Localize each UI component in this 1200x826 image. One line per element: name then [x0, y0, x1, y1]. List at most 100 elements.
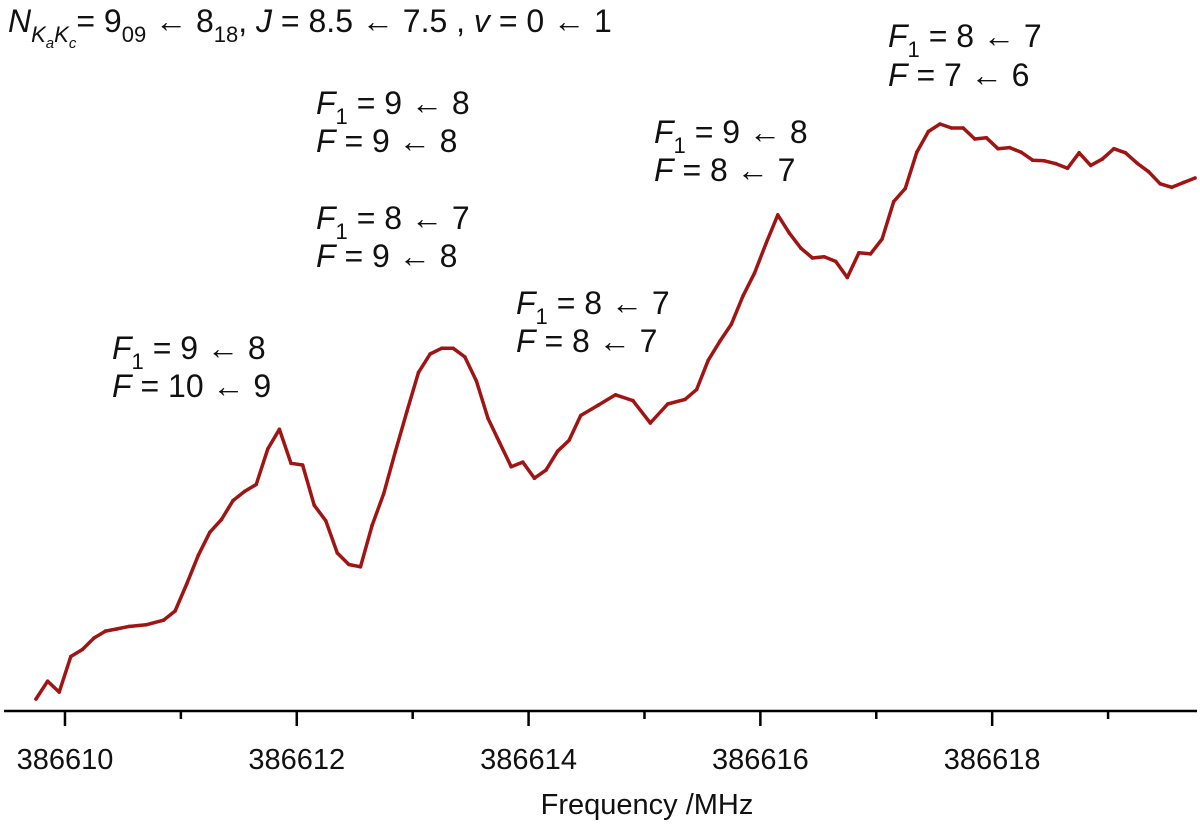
data-point: [1123, 151, 1128, 155]
data-point: [1181, 180, 1186, 185]
data-point: [277, 427, 282, 432]
data-point: [532, 476, 537, 481]
data-point: [1042, 159, 1047, 163]
data-point: [996, 146, 1000, 151]
x-tick-label: 386610: [17, 744, 114, 776]
data-point: [787, 231, 792, 235]
header-n-upper-sub: 09: [122, 22, 146, 47]
data-point: [880, 237, 884, 241]
data-point: [80, 647, 85, 652]
data-point: [335, 551, 340, 555]
header-v: v: [474, 3, 492, 39]
data-point: [729, 322, 734, 326]
data-point: [631, 398, 635, 403]
data-point: [324, 519, 328, 523]
annotation-1-line-2: F = 10 ← 9: [112, 368, 271, 404]
data-point: [741, 294, 745, 298]
data-point: [938, 122, 942, 126]
annotation-1-line-1: F1 = 9 ← 8: [112, 330, 266, 374]
data-point: [196, 553, 201, 558]
data-point: [405, 409, 409, 414]
data-point: [833, 259, 838, 264]
transition-header: NKaKc= 909 ← 818, J = 8.5 ← 7.5 , v = 0 …: [8, 3, 612, 52]
annotation-6-line-2: F = 7 ← 6: [888, 57, 1029, 93]
annotation-5-line-1: F1 = 9 ← 8: [654, 114, 808, 158]
x-tick-label: 386616: [712, 744, 809, 776]
data-point: [266, 447, 270, 451]
x-tick-label: 386612: [248, 744, 345, 776]
x-axis: 386610 386612 386614 386616 386618: [4, 709, 1197, 776]
data-point: [903, 186, 908, 191]
data-point: [289, 461, 293, 466]
data-point: [613, 393, 618, 397]
data-point: [845, 275, 850, 280]
data-point: [1054, 161, 1058, 166]
data-point: [219, 517, 224, 522]
data-point: [1158, 182, 1162, 186]
header-j-value: = 8.5 ← 7.5 ,: [272, 3, 474, 39]
data-point: [1135, 161, 1139, 165]
data-point: [578, 413, 583, 418]
annotation-peak-5: F1 = 9 ← 8 F = 8 ← 7: [654, 114, 808, 188]
annotation-peak-4: F1 = 8 ← 7 F = 8 ← 7: [516, 285, 670, 359]
header-sub-kc: K: [54, 22, 70, 47]
data-point: [891, 199, 896, 204]
data-point: [509, 464, 513, 469]
data-point: [1170, 185, 1174, 190]
data-point: [555, 449, 560, 454]
data-point: [347, 562, 351, 567]
data-point: [393, 450, 398, 454]
annotation-3-line-2: F = 9 ← 8: [316, 238, 457, 274]
data-point: [69, 654, 73, 659]
data-point: [208, 530, 212, 535]
data-point: [1100, 157, 1105, 161]
x-tick-label: 386614: [480, 744, 577, 776]
annotation-peak-2: F1 = 9 ← 8 F = 9 ← 8: [316, 85, 470, 159]
data-point: [416, 370, 421, 375]
header-sub-c: c: [69, 35, 77, 52]
data-point: [984, 136, 989, 140]
annotation-2-line-1: F1 = 9 ← 8: [316, 85, 470, 129]
annotation-peak-1: F1 = 9 ← 8 F = 10 ← 9: [112, 330, 271, 404]
data-point: [358, 565, 363, 569]
data-point: [822, 254, 826, 259]
header-arrow1: ← 8: [146, 3, 214, 39]
header-sub-a: a: [46, 35, 54, 52]
data-point: [300, 463, 305, 467]
data-point: [34, 697, 38, 701]
data-point: [45, 679, 50, 683]
data-point: [312, 503, 317, 508]
annotation-4-line-1: F1 = 8 ← 7: [516, 285, 670, 329]
x-axis-label: Frequency /MHz: [541, 789, 754, 821]
data-point: [103, 629, 108, 633]
header-v-value: = 0 ← 1: [490, 3, 612, 39]
data-point: [857, 251, 861, 255]
data-point: [428, 352, 432, 356]
data-point: [381, 491, 386, 496]
annotation-peak-3: F1 = 8 ← 7 F = 9 ← 8: [316, 200, 470, 274]
data-point: [126, 624, 131, 629]
data-point: [370, 523, 374, 528]
data-point: [254, 482, 258, 487]
data-point: [463, 355, 467, 359]
data-point: [1030, 158, 1035, 162]
data-point: [776, 213, 780, 217]
data-point: [544, 468, 548, 472]
data-point: [521, 460, 525, 464]
data-point: [868, 252, 873, 256]
annotation-2-line-2: F = 9 ← 8: [316, 123, 457, 159]
data-point: [596, 403, 600, 408]
data-point: [718, 339, 722, 344]
header-n: N: [8, 3, 32, 39]
data-point: [1077, 151, 1081, 155]
header-eq1: = 9: [76, 3, 121, 39]
data-point: [799, 246, 803, 250]
data-point: [439, 346, 444, 351]
data-point: [184, 582, 189, 586]
data-point: [648, 421, 653, 425]
data-point: [486, 416, 490, 421]
annotation-6-line-1: F1 = 8 ← 7: [888, 18, 1042, 62]
header-n-lower-sub: 18: [214, 22, 238, 47]
data-point: [1065, 166, 1070, 171]
data-point: [1193, 176, 1197, 180]
